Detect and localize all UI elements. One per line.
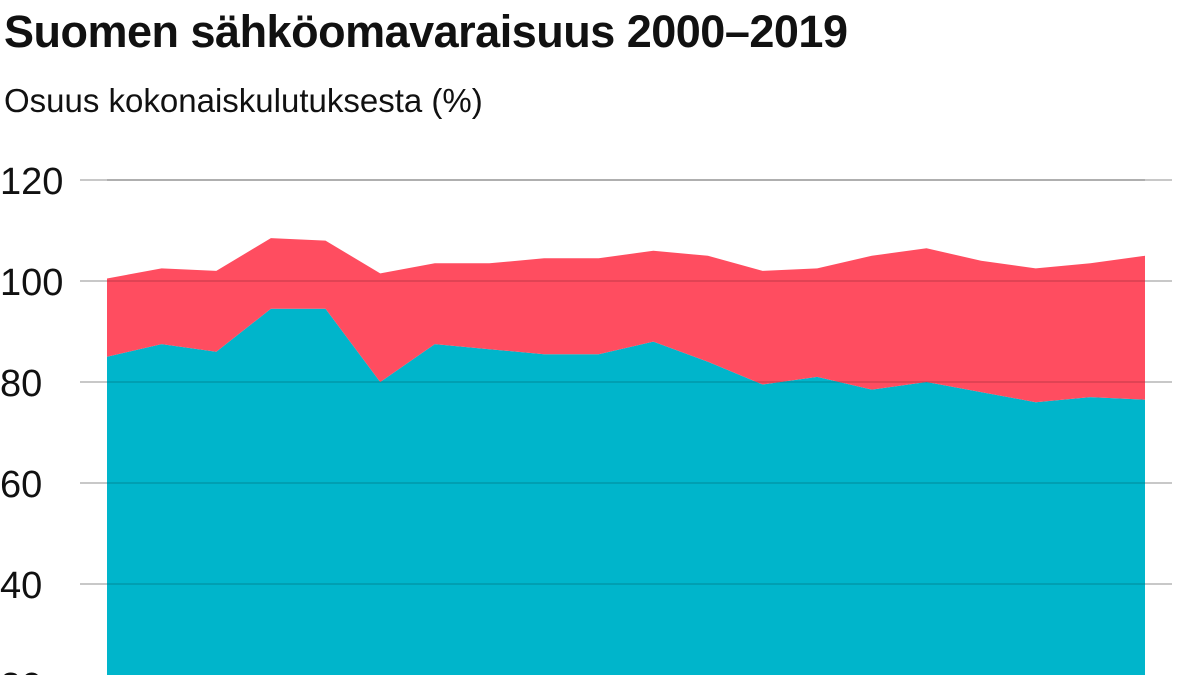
- y-tick-label-120: 120: [0, 161, 63, 203]
- y-tick-label-40: 40: [0, 565, 42, 607]
- chart-title: Suomen sähköomavaraisuus 2000–2019: [4, 6, 848, 57]
- area-series-1: [107, 308, 1145, 675]
- y-tick-label-20: 20: [0, 666, 42, 675]
- y-tick-label-100: 100: [0, 262, 63, 304]
- chart-subtitle: Osuus kokonaiskulutuksesta (%): [4, 82, 483, 119]
- area-series: [107, 179, 1145, 675]
- area-series-2: [107, 238, 1145, 403]
- y-axis-labels: 20 40 60 80 100 120: [0, 161, 63, 675]
- y-tick-label-60: 60: [0, 464, 42, 506]
- y-tick-label-80: 80: [0, 363, 42, 405]
